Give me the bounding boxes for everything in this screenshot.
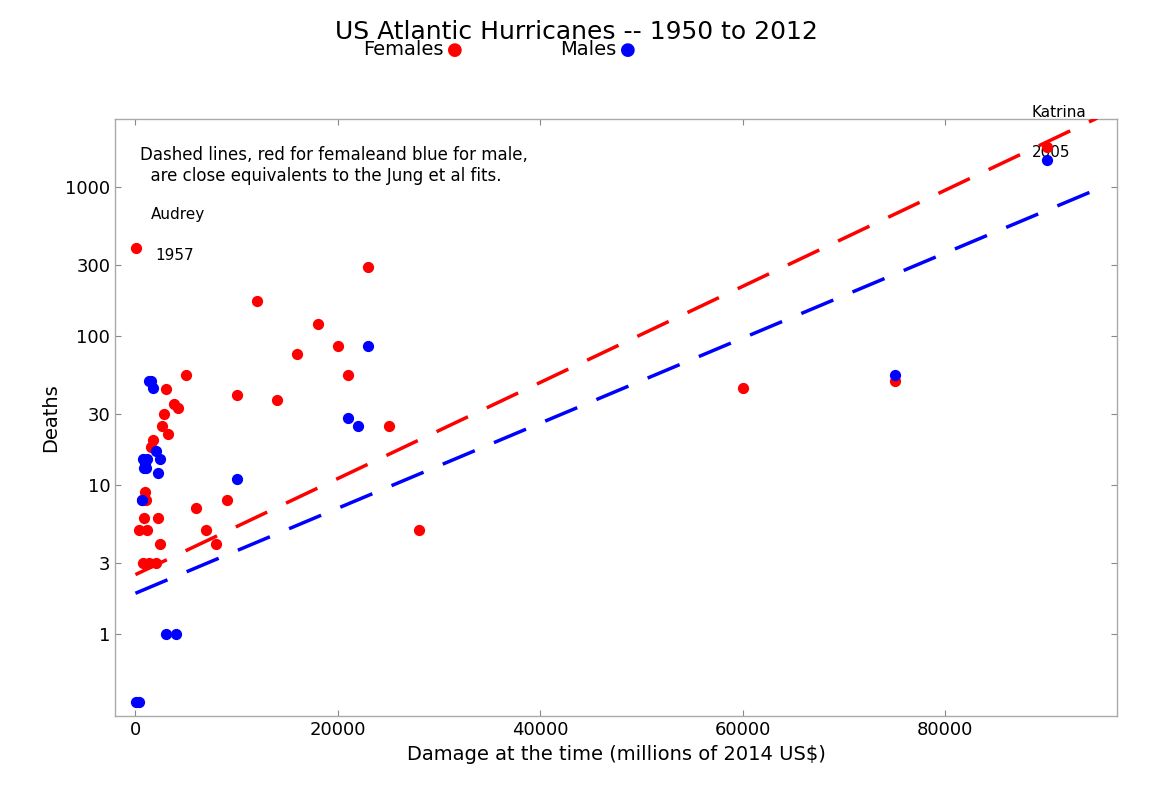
Point <box>886 374 904 387</box>
Point <box>197 524 215 537</box>
Point <box>152 419 170 432</box>
Y-axis label: Deaths: Deaths <box>40 384 60 452</box>
Point <box>139 374 158 387</box>
Point <box>135 457 153 470</box>
Point <box>137 452 156 465</box>
Point <box>288 348 306 361</box>
Point <box>132 494 151 506</box>
Point <box>227 388 245 401</box>
X-axis label: Damage at the time (millions of 2014 US$): Damage at the time (millions of 2014 US$… <box>407 745 826 764</box>
Text: Dashed lines, red for femaleand blue for male,
  are close equivalents to the Ju: Dashed lines, red for femaleand blue for… <box>141 146 528 185</box>
Text: Males: Males <box>560 40 616 59</box>
Text: Katrina: Katrina <box>1031 105 1086 120</box>
Point <box>886 369 904 381</box>
Text: US Atlantic Hurricanes -- 1950 to 2012: US Atlantic Hurricanes -- 1950 to 2012 <box>334 20 818 44</box>
Point <box>149 467 167 480</box>
Point <box>134 556 152 569</box>
Point <box>127 241 145 254</box>
Point <box>139 556 158 569</box>
Point <box>135 486 153 498</box>
Point <box>349 419 367 432</box>
Point <box>359 340 378 353</box>
Point <box>151 452 169 465</box>
Point <box>1037 154 1055 166</box>
Point <box>142 441 160 454</box>
Point <box>157 383 175 396</box>
Point <box>144 434 162 447</box>
Point <box>168 401 187 414</box>
Point <box>149 512 167 525</box>
Point <box>134 452 152 465</box>
Point <box>136 462 154 474</box>
Point <box>136 494 154 506</box>
Point <box>151 538 169 551</box>
Point <box>177 369 196 381</box>
Point <box>146 556 165 569</box>
Point <box>1037 141 1055 154</box>
Point <box>410 524 429 537</box>
Text: Audrey: Audrey <box>151 207 205 222</box>
Point <box>207 538 226 551</box>
Point <box>127 696 145 708</box>
Text: 2005: 2005 <box>1031 145 1070 160</box>
Text: 1957: 1957 <box>156 248 195 263</box>
Text: ●: ● <box>447 41 463 59</box>
Point <box>218 494 236 506</box>
Point <box>130 696 149 708</box>
Point <box>227 473 245 486</box>
Point <box>165 397 183 410</box>
Point <box>309 318 327 330</box>
Point <box>154 408 173 420</box>
Point <box>328 340 347 353</box>
Point <box>167 628 185 641</box>
Point <box>135 512 153 525</box>
Point <box>159 427 177 440</box>
Point <box>248 295 266 308</box>
Point <box>146 444 165 457</box>
Point <box>359 260 378 273</box>
Text: Females: Females <box>363 40 444 59</box>
Point <box>132 494 151 506</box>
Point <box>137 524 156 537</box>
Point <box>379 419 397 432</box>
Point <box>339 369 357 381</box>
Point <box>135 462 153 474</box>
Point <box>130 524 149 537</box>
Point <box>157 628 175 641</box>
Point <box>142 374 160 387</box>
Point <box>144 381 162 394</box>
Point <box>187 501 205 514</box>
Point <box>734 381 752 394</box>
Point <box>268 394 287 407</box>
Text: ●: ● <box>620 41 636 59</box>
Point <box>339 412 357 425</box>
